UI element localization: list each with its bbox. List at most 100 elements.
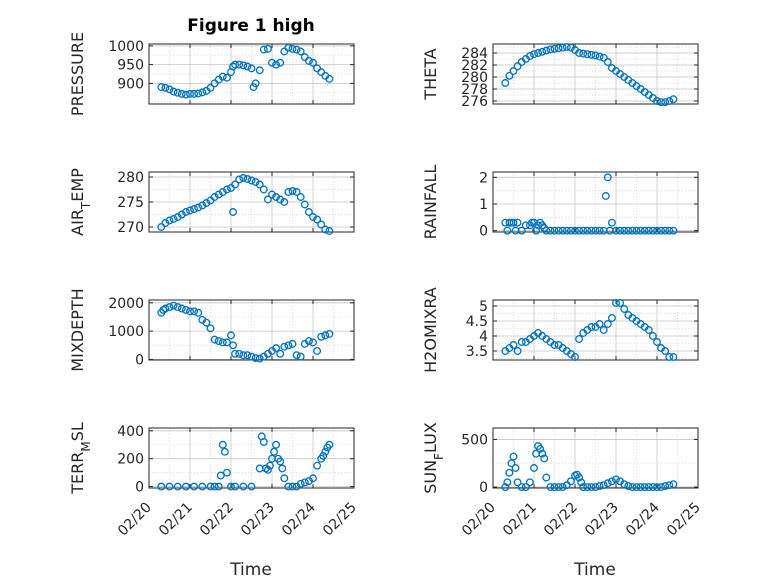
data-point [628,483,637,491]
y-tick-label: 950 [117,58,144,74]
data-point [210,335,219,344]
data-point [251,354,260,362]
data-point [558,226,567,235]
data-point [595,226,604,235]
data-point [554,226,563,235]
data-point [159,305,168,314]
data-point [251,79,260,88]
data-point [530,50,538,59]
x-tick-label: 02/20 [115,500,155,540]
data-point [235,175,244,184]
data-point [276,58,285,67]
data-point [616,226,625,235]
axes-box [148,43,355,105]
data-point [550,341,559,349]
data-point [665,226,674,235]
data-point [177,89,186,98]
y-tick-label: 276 [461,94,488,110]
axes-box [492,427,699,489]
data-point [325,74,334,83]
y-tick-label: 282 [461,58,488,74]
y-tick-label: 280 [117,170,144,186]
data-point [554,483,563,491]
data-point [263,44,272,53]
data-point [272,60,281,69]
data-point [239,174,248,182]
data-point [653,483,661,491]
data-point [579,483,588,491]
x-tick-label: 02/25 [320,500,360,540]
data-point [210,482,219,491]
data-point [173,303,182,312]
data-point [562,43,571,51]
data-point [550,483,559,491]
data-point [284,188,293,196]
data-point [227,482,235,491]
y-axis-label-terr-msl: TERRMSL [68,422,93,495]
y-tick-label: 2000 [108,296,144,312]
data-point [607,218,616,227]
x-tick-label: 02/22 [197,500,237,540]
data-point [562,226,571,235]
data-point [278,464,287,473]
data-point [632,226,641,235]
panel-mixdepth: 0 1000 2000 MIXDEPTH [68,288,355,372]
data-point [206,83,215,92]
data-point [657,226,666,235]
data-point [280,198,289,206]
figure-title: Figure 1 high [187,16,315,36]
data-point [255,354,264,363]
data-point [511,464,520,472]
data-point [591,226,600,235]
x-tick-label: 02/23 [238,500,278,540]
data-point [181,305,190,314]
data-point [231,180,240,189]
data-point [214,482,223,491]
data-point [319,451,328,460]
data-point [653,338,661,346]
data-point [321,447,330,456]
panel-rainfall: 0 1 2 RAINFALL [421,165,699,240]
data-point [198,88,207,97]
data-point [620,480,629,489]
data-point [263,195,272,204]
data-point [198,482,207,491]
data-point [503,478,512,487]
data-point [177,210,186,219]
data-point [648,226,657,235]
data-point [266,461,274,470]
data-point [591,483,600,491]
axes-box [492,43,699,105]
data-point [222,185,231,194]
data-point [575,473,584,482]
data-point [595,482,604,491]
data-point [620,226,629,235]
y-axis-label-mixdepth: MIXDEPTH [68,288,87,371]
data-point [243,351,252,360]
data-point [194,89,203,98]
data-point [587,226,596,235]
data-point [542,473,551,482]
data-point [644,226,653,235]
data-point [503,226,512,235]
data-point [249,83,258,92]
data-point [513,347,522,355]
data-point [648,483,657,491]
data-point [624,482,633,491]
data-point [214,190,223,199]
y-tick-label: 0 [135,480,144,496]
data-point [513,218,522,227]
y-tick-label: 0 [135,352,144,368]
data-point [243,62,252,71]
data-point [603,479,612,488]
y-tick-label: 280 [461,70,488,86]
data-point [661,347,670,355]
data-point [157,223,166,231]
data-point [227,331,235,340]
data-point [538,47,547,56]
data-point [657,98,666,107]
data-point [304,56,313,65]
data-point [325,330,334,338]
data-point [157,83,166,92]
data-point [571,226,579,235]
